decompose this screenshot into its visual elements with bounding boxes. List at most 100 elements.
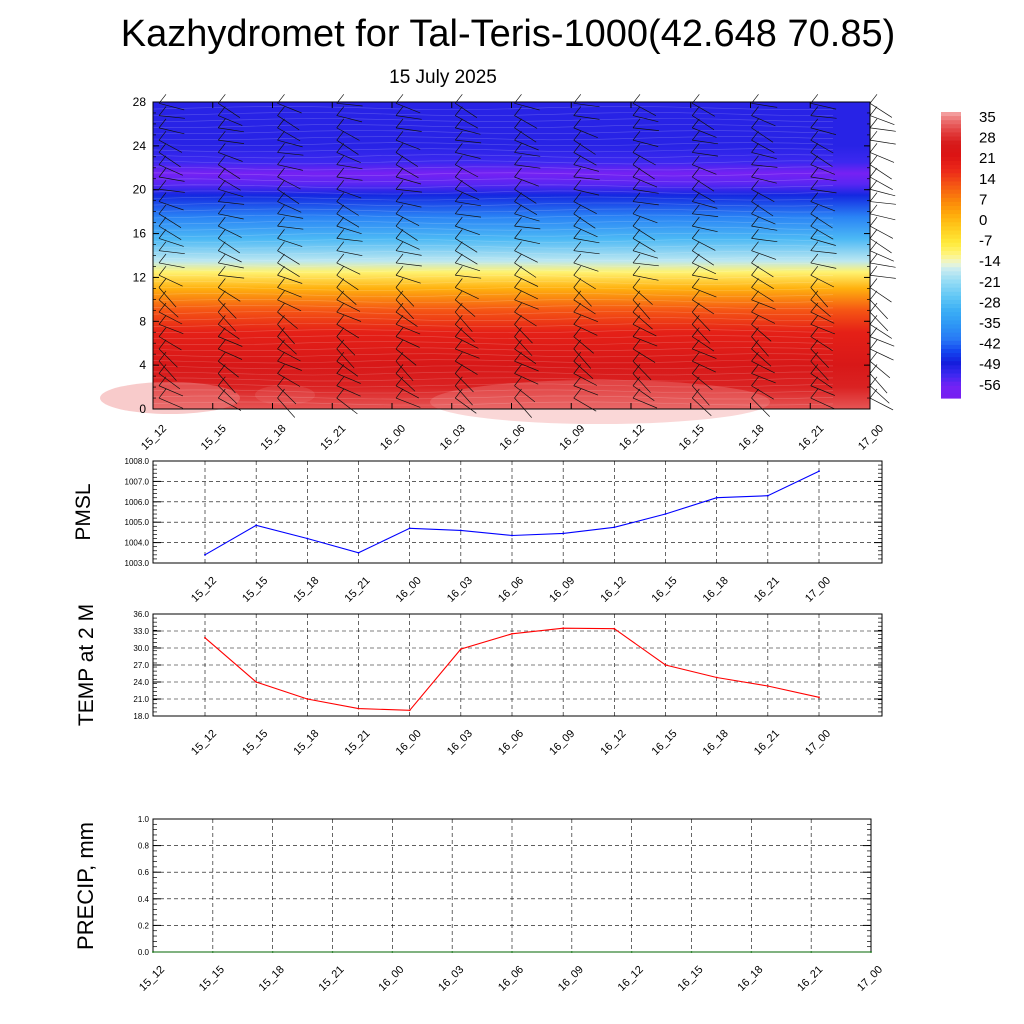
wind-barb — [395, 188, 422, 193]
wind-barb — [336, 176, 363, 181]
colorbar-swatch — [941, 156, 961, 162]
pmsl-line-point — [818, 470, 820, 473]
temp-panel: 18.0 21.0 24.0 27.0 30.0 33.0 36.0 15_12 15_15 15… — [75, 604, 883, 758]
wind-barb-flag — [810, 327, 819, 337]
wind-barb-flag — [336, 118, 345, 129]
wind-barb-flag — [217, 253, 226, 264]
wind-barb-flag — [277, 155, 285, 165]
contour-line — [152, 106, 834, 110]
wind-barb-flag — [632, 143, 641, 153]
pmsl-line-point — [459, 529, 462, 532]
colorbar-swatch — [941, 373, 961, 379]
wind-barb-flag — [632, 106, 641, 116]
colorbar-swatch — [941, 304, 961, 309]
colorbar-swatch — [941, 181, 961, 187]
wind-barb-flag — [514, 351, 522, 362]
wind-barb-flag — [454, 216, 463, 227]
wind-barb-flag — [632, 376, 641, 386]
wind-barb — [573, 250, 600, 255]
contour-line — [152, 238, 834, 243]
wind-barb — [573, 139, 596, 155]
pmsl-line-point — [715, 496, 718, 499]
x-tick-label: 16_15 — [677, 423, 707, 453]
wind-barb — [810, 262, 837, 269]
wind-barb-flag — [395, 278, 404, 288]
colorbar-swatch — [941, 242, 961, 248]
wind-barb-flag — [691, 118, 700, 129]
wind-barb-flag — [514, 155, 522, 165]
wind-barb-flag — [217, 192, 226, 202]
wind-barb-flag — [217, 388, 226, 399]
x-tick-label: 16_03 — [445, 575, 475, 605]
wind-barb — [277, 102, 302, 114]
wind-barb — [810, 164, 836, 175]
colorbar-swatch — [941, 259, 961, 264]
wind-barb — [455, 176, 478, 192]
wind-barb-flag — [277, 130, 285, 141]
x-tick-label: 15_15 — [240, 575, 270, 605]
x-tick-label: 16_15 — [676, 964, 706, 994]
y-tick-label: 21.0 — [133, 695, 149, 704]
wind-barb-flag — [454, 364, 463, 374]
wind-barb-flag — [158, 327, 167, 337]
wind-barb — [218, 103, 241, 118]
wind-barb — [514, 201, 538, 216]
y-tick-label: 33.0 — [133, 627, 149, 636]
wind-barb — [395, 238, 420, 250]
colorbar-swatch — [941, 132, 961, 138]
colorbar-swatch — [941, 144, 961, 150]
wind-barb — [395, 102, 421, 114]
wind-barb — [218, 176, 241, 191]
wind-barb-flag — [573, 167, 582, 178]
wind-barb — [810, 139, 834, 154]
wind-barb-flag — [869, 302, 878, 313]
wind-barb — [158, 139, 183, 153]
colorbar-swatch — [941, 205, 961, 211]
wind-barb-flag — [336, 315, 345, 325]
wind-barb-flag — [217, 315, 226, 325]
wind-barb-flag — [751, 339, 759, 350]
wind-barb-flag — [336, 351, 345, 362]
wind-barb — [455, 360, 478, 375]
wind-barb-flag — [158, 229, 167, 239]
wind-barb — [277, 348, 301, 362]
wind-barb-flag — [217, 278, 226, 288]
wind-barb-flag — [454, 315, 463, 325]
wind-barb-flag — [573, 216, 582, 227]
wind-barb — [218, 385, 238, 404]
wind-barb — [869, 103, 893, 118]
wind-barb — [455, 152, 481, 159]
wind-barb — [751, 311, 776, 324]
wind-barb — [692, 115, 715, 131]
x-tick-label: 17_00 — [803, 575, 833, 605]
wind-barb — [692, 139, 719, 145]
wind-barb-flag — [869, 376, 878, 386]
x-tick-label: 15_18 — [257, 964, 287, 994]
x-tick-label: 15_12 — [189, 575, 219, 605]
wind-barb — [632, 397, 658, 409]
wind-barb — [395, 127, 422, 132]
colorbar-swatch — [941, 353, 961, 358]
wind-barb — [455, 103, 478, 118]
wind-barb-flag — [158, 118, 167, 129]
wind-barb — [158, 127, 185, 135]
wind-barb — [336, 324, 360, 339]
wind-barb — [751, 139, 775, 154]
wind-barb — [158, 348, 178, 368]
wind-barb-flag — [395, 327, 404, 337]
wind-barb-flag — [810, 265, 819, 276]
precip-line-point — [451, 951, 454, 953]
wind-barb-flag — [751, 302, 759, 313]
wind-barb — [869, 127, 896, 132]
x-tick-label: 15_21 — [317, 964, 347, 994]
wind-barb-flag — [277, 364, 285, 374]
wind-barb — [810, 397, 835, 410]
contour-line — [152, 190, 834, 195]
wind-barb — [455, 225, 480, 236]
wind-barb-flag — [395, 241, 404, 251]
wind-barb-flag — [869, 388, 878, 399]
wind-barb-flag — [573, 180, 582, 190]
wind-barb-flag — [810, 180, 819, 190]
wind-barb-flag — [514, 339, 522, 350]
wind-barb-flag — [454, 204, 463, 215]
